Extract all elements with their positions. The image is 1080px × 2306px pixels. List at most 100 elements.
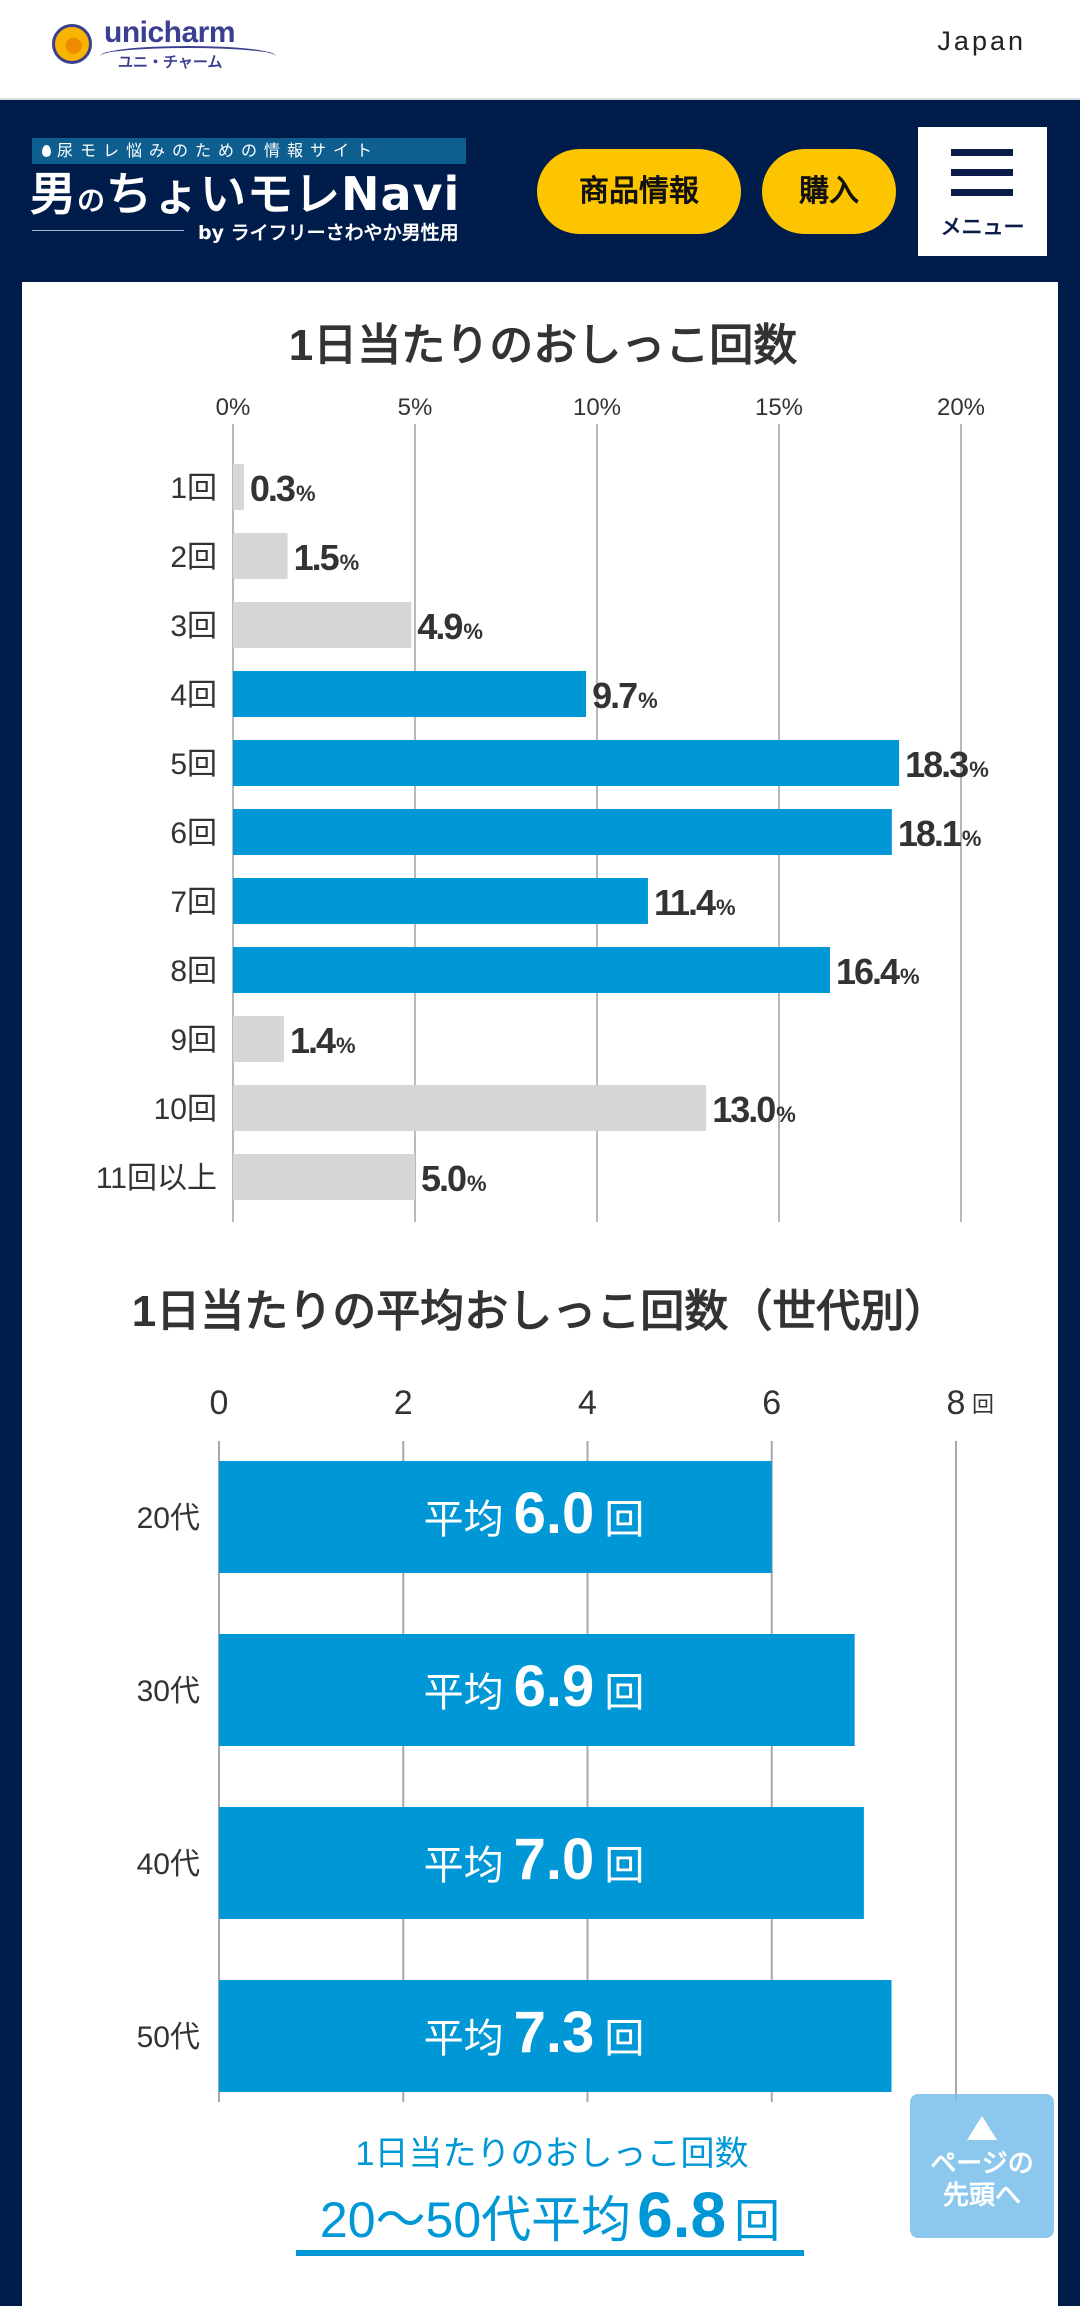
region-link[interactable]: Japan <box>937 26 1026 56</box>
value-number: 18.3 <box>905 744 968 785</box>
x-tick-label: 10% <box>573 394 621 421</box>
bar-prefix: 平均 <box>424 1498 504 1542</box>
value-unit: % <box>463 619 482 644</box>
category-label: 6回 <box>170 817 217 850</box>
summary-line1: 1日当たりのおしっこ回数 <box>356 2135 749 2173</box>
value-label: 13.0% <box>712 1089 795 1130</box>
summary-value: 6.8 <box>637 2179 726 2251</box>
value-number: 13.0 <box>712 1089 775 1130</box>
up-triangle-icon <box>967 2116 997 2140</box>
bar <box>233 1016 284 1062</box>
value-label: 11.4% <box>654 882 735 923</box>
bar-value: 7.0 <box>514 1827 595 1892</box>
page-top-line2: 先頭へ <box>942 2181 1021 2211</box>
bar-suffix: 回 <box>604 1844 644 1888</box>
bar-prefix: 平均 <box>424 1671 504 1715</box>
bar-suffix: 回 <box>604 1671 644 1715</box>
value-unit: % <box>467 1171 486 1196</box>
x-tick-label: 8 <box>947 1384 966 1422</box>
unicharm-logo[interactable]: unicharm ユニ・チャーム <box>52 16 276 78</box>
x-tick-label: 4 <box>578 1384 597 1422</box>
value-label: 9.7% <box>592 675 657 716</box>
value-number: 4.9 <box>417 606 462 647</box>
category-label: 30代 <box>137 1675 200 1708</box>
site-byline: by ライフリーさわやか男性用 <box>198 222 459 244</box>
value-number: 5.0 <box>421 1158 466 1199</box>
category-label: 3回 <box>170 610 217 643</box>
bar <box>233 533 288 579</box>
value-unit: % <box>638 688 657 713</box>
site-logo[interactable]: 男のちょいモレNavi <box>30 166 460 229</box>
products-button[interactable]: 商品情報 <box>537 149 741 234</box>
value-number: 9.7 <box>592 675 637 716</box>
bar-prefix: 平均 <box>424 1844 504 1888</box>
x-tick-label: 0% <box>216 394 251 421</box>
value-number: 1.4 <box>290 1020 336 1061</box>
x-tick-label: 2 <box>394 1384 413 1422</box>
category-label: 9回 <box>170 1024 217 1057</box>
category-label: 2回 <box>170 541 217 574</box>
value-label: 18.3% <box>905 744 988 785</box>
x-tick-label: 5% <box>398 394 433 421</box>
value-label: 16.4% <box>836 951 919 992</box>
logo-wordmark: unicharm <box>104 16 236 49</box>
value-number: 0.3 <box>250 468 295 509</box>
bar <box>233 809 892 855</box>
value-label: 4.9% <box>417 606 482 647</box>
page-top-button[interactable]: ページの 先頭へ <box>910 2094 1054 2238</box>
value-label: 0.3% <box>250 468 315 509</box>
summary-underline <box>296 2250 804 2256</box>
category-label: 40代 <box>137 1848 200 1881</box>
value-number: 18.1 <box>898 813 962 854</box>
chart-urination-frequency: 1日当たりのおしっこ回数 0% 5% 10% 15% 20% 1回 0.3% 2回 1.5% 3… <box>96 321 990 1222</box>
site-tagline: 尿モレ悩みのための情報サイト <box>32 138 466 164</box>
value-number: 16.4 <box>836 951 900 992</box>
x-tick-label: 20% <box>937 394 985 421</box>
bar <box>233 671 587 717</box>
category-label: 10回 <box>154 1093 217 1126</box>
summary-prefix: 20〜50代平均 <box>320 2192 631 2248</box>
value-unit: % <box>900 964 919 989</box>
category-label: 8回 <box>170 955 217 988</box>
bar <box>219 1980 892 2092</box>
page-top-line1: ページの <box>930 2149 1034 2179</box>
site-name-part1: 男 <box>30 167 77 221</box>
bar-suffix: 回 <box>604 1498 644 1542</box>
bar <box>233 602 412 648</box>
logo-kana: ユニ・チャーム <box>118 53 223 71</box>
bar <box>219 1807 864 1919</box>
value-unit: % <box>716 895 735 920</box>
chart2-title: 1日当たりの平均おしっこ回数（世代別） <box>132 1287 948 1336</box>
value-label: 5.0% <box>421 1158 486 1199</box>
chart1-title: 1日当たりのおしっこ回数 <box>289 321 797 370</box>
bar <box>233 947 830 993</box>
value-unit: % <box>969 757 988 782</box>
bar <box>219 1461 772 1573</box>
droplet-icon <box>42 145 51 157</box>
x-tick-label: 6 <box>762 1384 781 1422</box>
menu-button[interactable]: メニュー <box>918 127 1047 256</box>
summary-line2: 20〜50代平均6.8 回 <box>320 2179 780 2251</box>
bar-value: 6.9 <box>514 1654 595 1719</box>
x-tick-label: 0 <box>210 1384 229 1422</box>
summary-unit: 回 <box>734 2195 780 2247</box>
bar <box>233 1085 707 1131</box>
x-tick-label: 15% <box>755 394 803 421</box>
site-name-part3: ちょいモレNavi <box>106 167 461 221</box>
top-header: unicharm ユニ・チャーム Japan <box>0 0 1080 100</box>
category-label: 50代 <box>137 2021 200 2054</box>
value-unit: % <box>296 481 315 506</box>
logo-arc <box>100 46 276 66</box>
category-label: 20代 <box>137 1502 200 1535</box>
value-label: 18.1% <box>898 813 981 854</box>
tagline-text: 尿モレ悩みのための情報サイト <box>57 141 380 160</box>
value-unit: % <box>776 1102 795 1127</box>
value-label: 1.4% <box>290 1020 355 1061</box>
bar-value: 7.3 <box>514 2000 595 2065</box>
bar-inner-label: 平均 7.3 回 <box>424 2000 645 2065</box>
bar-value: 6.0 <box>514 1481 595 1546</box>
menu-label: メニュー <box>940 215 1025 239</box>
buy-button[interactable]: 購入 <box>762 149 896 234</box>
site-name-part2: の <box>77 184 107 217</box>
